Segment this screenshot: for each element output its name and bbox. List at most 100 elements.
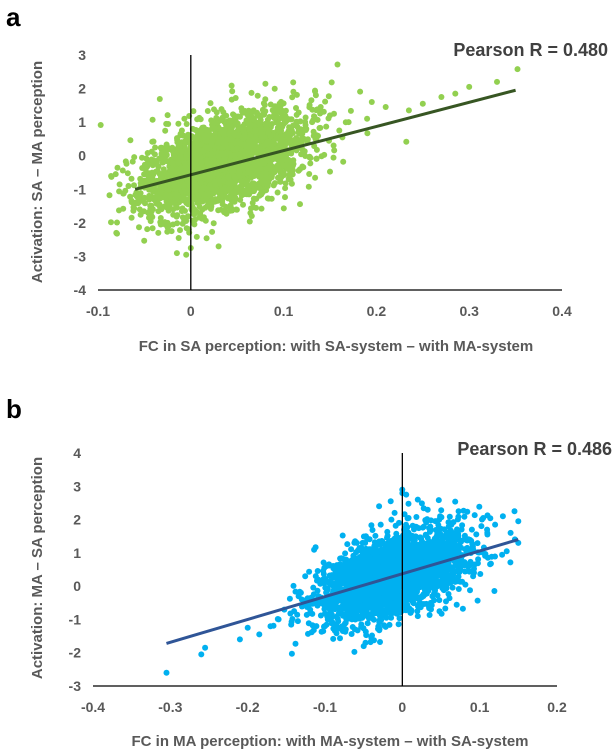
panel-a-data-point (309, 106, 316, 113)
panel-a-data-point (327, 112, 333, 119)
panel-a-data-point (225, 186, 232, 193)
panel-a-data-point (305, 183, 312, 190)
panel-a-data-point (174, 135, 180, 142)
panel-a-data-point (150, 157, 157, 164)
panel-b-data-point (312, 544, 319, 551)
panel-b-data-point (394, 552, 401, 559)
panel-a-data-point (185, 179, 192, 186)
panel-a-data-point (299, 163, 306, 170)
panel-a-data-point (263, 125, 270, 132)
panel-a-data-point (246, 218, 253, 225)
panel-b-data-point (364, 620, 371, 627)
panel-a-data-point (144, 150, 151, 156)
panel-a-data-point (221, 155, 228, 162)
panel-a-data-point (247, 122, 254, 129)
panel-a-data-point (128, 214, 135, 221)
panel-a-data-point (198, 159, 205, 166)
panel-a-data-point (203, 235, 210, 242)
panel-b-data-point (442, 605, 449, 612)
panel-a-data-point (219, 198, 226, 204)
panel-a-data-point (149, 162, 156, 169)
panel-a-data-point (282, 194, 288, 201)
panel-a-data-point (136, 224, 142, 231)
panel-a-data-point (226, 120, 233, 127)
panel-a-data-point (229, 88, 236, 95)
panel-b-data-point (411, 526, 417, 533)
panel-a-data-point (116, 188, 123, 195)
panel-a-data-point (238, 178, 245, 184)
panel-a-data-point (144, 176, 151, 183)
panel-a-data-point (164, 224, 171, 231)
panel-a-data-point (203, 137, 210, 144)
panel-b-data-point (491, 588, 498, 594)
panel-b-data-point (292, 588, 299, 595)
panel-a-data-point (320, 108, 327, 115)
panel-b-data-point (473, 531, 480, 538)
panel-a-data-point (227, 207, 234, 214)
panel-a-data-point (274, 189, 281, 196)
panel-a-data-point (218, 206, 225, 213)
panel-a-data-point (116, 181, 123, 188)
panel-a-data-point (327, 168, 333, 175)
panel-a-data-point (207, 205, 214, 212)
panel-b-data-point (461, 513, 468, 520)
panel-a-data-point (230, 111, 236, 118)
panel-a-data-point (155, 191, 162, 198)
panel-a-data-point (267, 101, 274, 108)
panel-a-data-point (321, 151, 328, 158)
panel-b-data-point (426, 612, 433, 618)
panel-a-data-point (271, 115, 278, 122)
panel-b-data-point (477, 571, 484, 577)
panel-a-data-point (237, 196, 244, 203)
panel-a-data-point (258, 126, 264, 133)
panel-a-data-point (237, 151, 243, 158)
panel-b-data-point (458, 526, 465, 533)
panel-a-data-point (194, 132, 201, 139)
panel-b-data-point (322, 577, 329, 583)
panel-b-data-point (435, 497, 442, 504)
panel-b-data-point (353, 610, 359, 617)
panel-a-data-point (249, 164, 256, 171)
panel-a-data-point (125, 183, 132, 189)
panel-b-data-point (292, 640, 299, 647)
panel-b-data-point (422, 587, 428, 594)
panel-b-data-point (320, 559, 327, 566)
panel-a-data-point (202, 204, 209, 211)
panel-a-data-point (185, 131, 192, 138)
panel-a-data-point (181, 115, 188, 122)
panel-a-data-point (295, 167, 302, 174)
panel-b-data-point (420, 523, 427, 530)
panel-a-data-point (202, 217, 209, 224)
panel-b-data-point (372, 532, 379, 539)
panel-b-data-point (330, 563, 337, 569)
panel-b-data-point (288, 621, 295, 628)
panel-b-data-point (414, 608, 421, 615)
panel-a-x-tick-label: 0.1 (274, 303, 294, 319)
panel-b-data-point (428, 606, 434, 613)
panel-a-data-point (419, 100, 426, 107)
panel-a-data-point (164, 204, 171, 211)
panel-a-data-point (162, 127, 169, 134)
panel-a-data-point (149, 138, 156, 145)
panel-a-data-point (208, 198, 214, 205)
panel-a-data-point (177, 227, 183, 234)
panel-a-data-point (179, 220, 186, 227)
panel-a-data-point (236, 170, 242, 176)
panel-b-data-point (345, 579, 352, 586)
panel-a-data-point (297, 201, 303, 208)
panel-a-data-point (250, 195, 257, 202)
panel-a-data-point (267, 133, 274, 140)
panel-a-data-point (173, 250, 180, 257)
panel-a-data-point (288, 116, 295, 123)
panel-b-data-point (359, 539, 366, 546)
panel-b-data-point (454, 568, 461, 575)
panel-letter-a: a (6, 2, 21, 32)
panel-a-data-point (169, 160, 176, 167)
panel-b-data-point (404, 524, 411, 531)
panel-a-data-point (257, 147, 263, 154)
panel-a-data-point (268, 121, 275, 128)
panel-a-data-point (289, 162, 296, 169)
panel-b-data-point (337, 555, 344, 562)
panel-a-data-point (331, 147, 338, 154)
